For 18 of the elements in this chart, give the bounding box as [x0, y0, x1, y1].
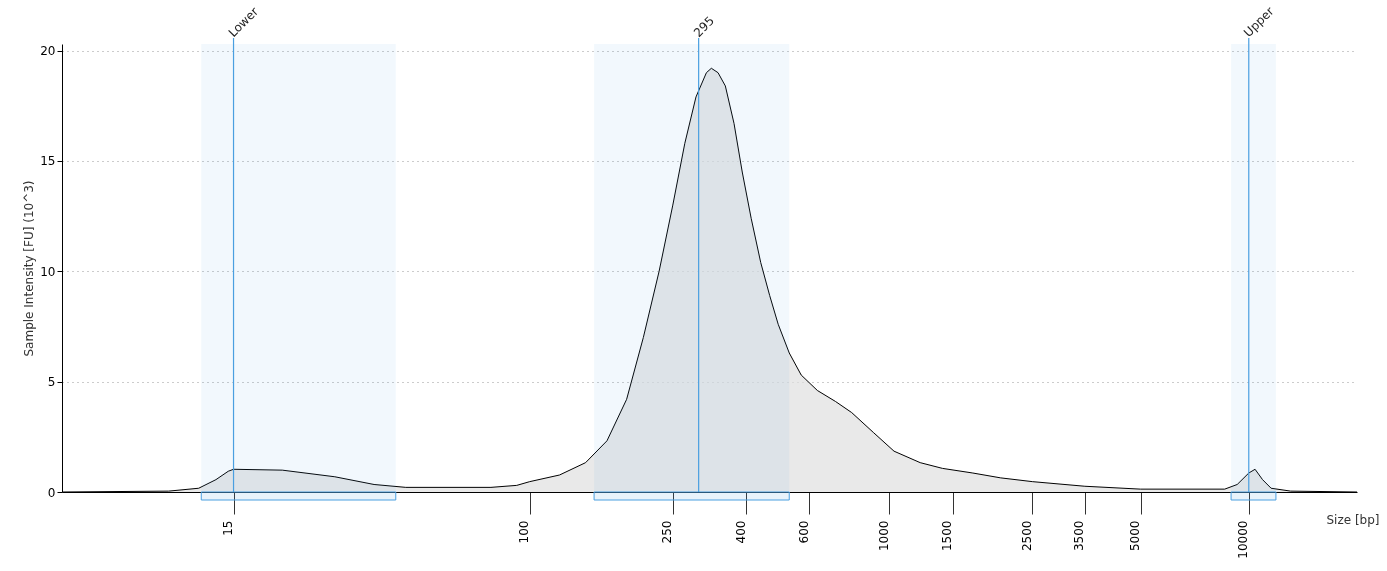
x-tick-label: 100 — [517, 520, 532, 544]
y-tick-label: 10 — [40, 264, 56, 279]
y-tick-label: 5 — [47, 375, 56, 390]
x-axis-title: Size [bp] — [1326, 512, 1380, 527]
y-axis-title: Sample Intensity [FU] (10^3) — [22, 180, 37, 357]
x-tick-label: 10000 — [1236, 520, 1251, 559]
x-tick-label: 400 — [733, 520, 748, 544]
y-tick-label: 0 — [47, 485, 56, 500]
x-tick-label: 1500 — [940, 520, 955, 552]
y-tick-label: 15 — [40, 154, 56, 169]
y-tick-label: 20 — [40, 44, 56, 59]
x-tick-label: 600 — [797, 520, 811, 544]
x-tick-label: 15 — [221, 520, 236, 536]
x-tick-label: 1000 — [876, 520, 891, 552]
x-tick-label: 2500 — [1019, 520, 1034, 552]
x-tick-label: 250 — [660, 520, 675, 544]
x-tick-label: 3500 — [1072, 520, 1087, 552]
x-tick-label: 5000 — [1128, 520, 1143, 552]
